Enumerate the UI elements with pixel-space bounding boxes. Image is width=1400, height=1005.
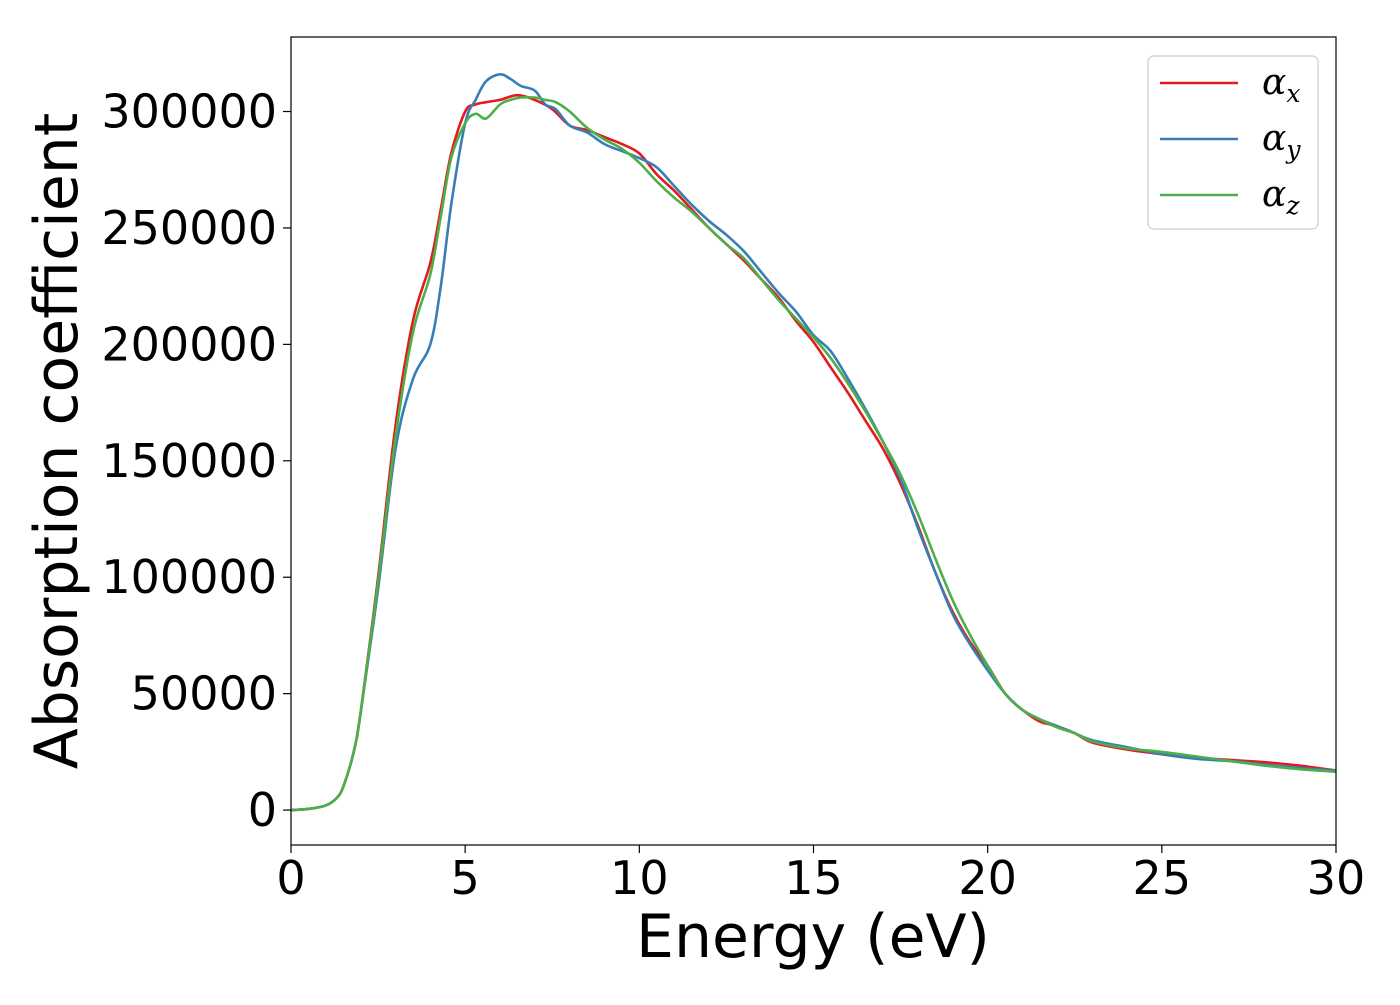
- y-tick-label: 100000: [101, 550, 277, 604]
- series-lines: [291, 72, 1336, 812]
- x-tick-label: 0: [276, 851, 305, 905]
- x-tick-label: 25: [1133, 851, 1192, 905]
- x-tick-label: 10: [610, 851, 669, 905]
- x-tick-label: 20: [958, 851, 1017, 905]
- legend-box: [1147, 55, 1319, 230]
- y-axis-ticks: 0 50000 100000 150000 200000 250000 300000: [101, 85, 291, 837]
- y-axis-title: Absorption coefficient: [22, 113, 92, 770]
- x-axis-title: Energy (eV): [636, 902, 990, 972]
- x-axis-ticks: 0 5 10 15 20 25 30: [276, 845, 1365, 905]
- legend-label-x: αx: [1262, 62, 1300, 108]
- legend-label-z: αz: [1262, 174, 1300, 220]
- y-tick-label: 250000: [101, 201, 277, 255]
- y-tick-label: 50000: [131, 667, 277, 721]
- y-tick-label: 150000: [101, 434, 277, 488]
- x-tick-label: 15: [784, 851, 843, 905]
- y-tick-label: 0: [248, 783, 277, 837]
- legend-label-y: αy: [1262, 118, 1301, 164]
- x-tick-label: 30: [1307, 851, 1366, 905]
- x-tick-label: 5: [451, 851, 480, 905]
- legend: αx αy αz: [1147, 55, 1319, 230]
- series-line-z: [291, 95, 1336, 812]
- y-tick-label: 200000: [101, 317, 277, 371]
- y-tick-label: 300000: [101, 85, 277, 139]
